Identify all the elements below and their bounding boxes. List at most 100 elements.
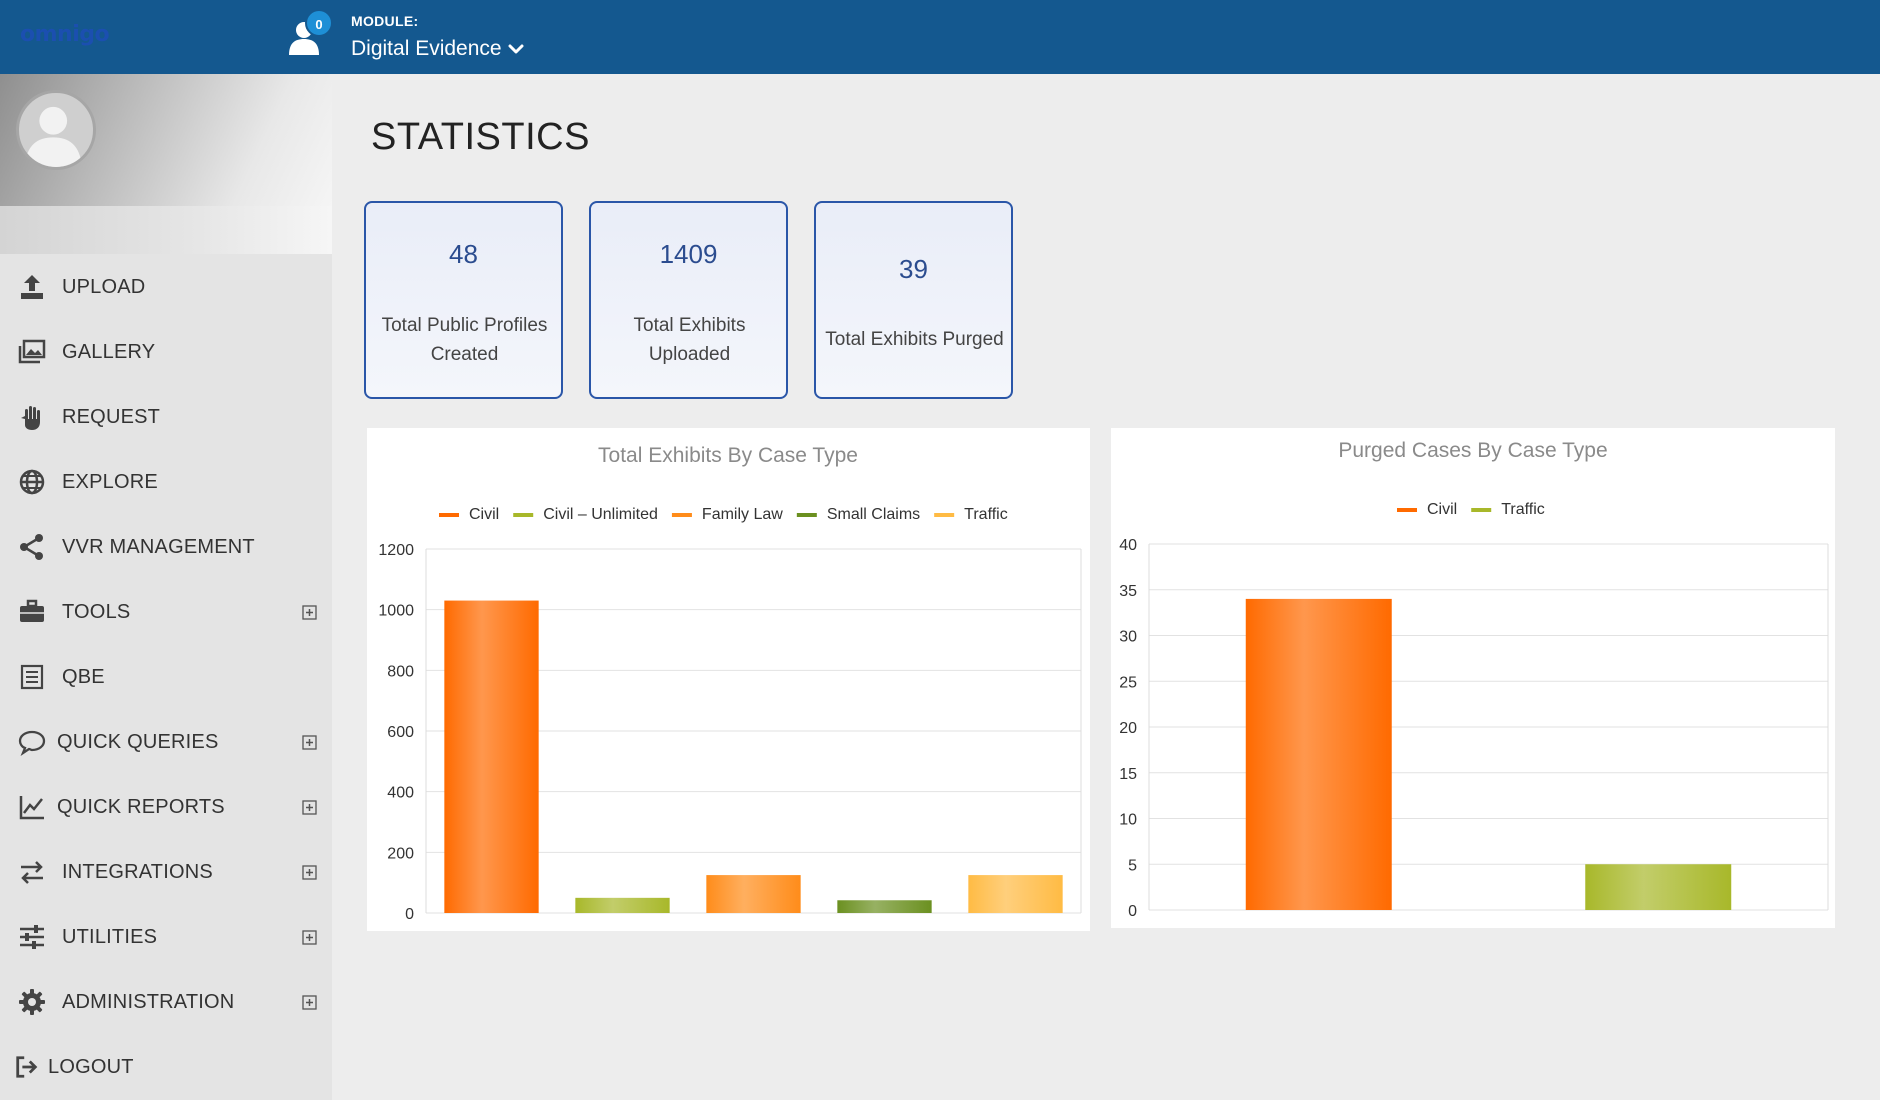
avatar[interactable] (16, 90, 96, 170)
top-bar: omnigo 0 MODULE: Digital Evidence (0, 0, 1880, 74)
bar-traffic (968, 875, 1063, 913)
profile-panel (0, 74, 332, 206)
sidebar-item-label: VVR MANAGEMENT (62, 536, 255, 558)
y-tick-label: 1200 (378, 542, 414, 559)
app-logo[interactable]: omnigo (20, 22, 110, 47)
legend-item: Civil – Unlimited (513, 506, 658, 523)
chart-title: Total Exhibits By Case Type (598, 444, 858, 467)
exchange-icon (21, 861, 43, 884)
briefcase-icon (20, 599, 44, 622)
sliders-icon (20, 925, 44, 949)
stat-label: Total Exhibits Purged (822, 325, 1007, 354)
legend-item: Civil (439, 506, 499, 523)
sidebar-item-label: LOGOUT (48, 1056, 134, 1078)
y-tick-label: 0 (405, 906, 414, 923)
legend-swatch (513, 513, 534, 517)
hand-icon (21, 406, 40, 430)
legend-item: Civil (1397, 501, 1457, 518)
y-tick-label: 25 (1119, 674, 1137, 691)
profile-name-strip (0, 206, 332, 254)
legend-label: Small Claims (827, 506, 920, 523)
legend-label: Traffic (1501, 501, 1545, 518)
module-value: Digital Evidence (351, 37, 502, 60)
bar-family-law (706, 875, 801, 913)
sidebar-nav: UPLOAD GALLERY REQUEST (0, 254, 332, 1099)
sidebar-item-qbe[interactable]: QBE (0, 644, 332, 709)
sidebar-item-label: UTILITIES (62, 926, 158, 948)
sidebar-item-label: TOOLS (62, 601, 131, 623)
legend-label: Traffic (964, 506, 1008, 523)
gear-icon (19, 989, 45, 1015)
y-tick-label: 15 (1119, 766, 1137, 783)
bar-civil (444, 600, 539, 913)
stat-value: 39 (899, 254, 928, 284)
sidebar-item-logout[interactable]: LOGOUT (0, 1034, 332, 1099)
comment-icon (18, 730, 46, 756)
legend-item: Traffic (1471, 501, 1545, 518)
sidebar-item-upload[interactable]: UPLOAD (0, 254, 332, 319)
sidebar-item-label: ADMINISTRATION (62, 991, 235, 1013)
stat-label-line: Uploaded (648, 344, 731, 365)
legend-label: Civil (1427, 501, 1457, 518)
legend-item: Small Claims (796, 506, 920, 523)
sidebar-item-administration[interactable]: ADMINISTRATION (0, 969, 332, 1034)
module-dropdown[interactable]: Digital Evidence (351, 37, 524, 61)
legend-swatch (1397, 508, 1417, 512)
sidebar-item-utilities[interactable]: UTILITIES (0, 904, 332, 969)
bar-civil (1245, 598, 1392, 910)
y-tick-label: 0 (1128, 903, 1137, 920)
plus-square-icon[interactable] (302, 865, 317, 880)
sidebar-item-label: QUICK QUERIES (57, 731, 219, 753)
gallery-icon (18, 339, 46, 364)
module-caption: MODULE: (351, 13, 419, 29)
y-tick-label: 40 (1119, 537, 1137, 554)
plus-square-icon[interactable] (302, 930, 317, 945)
sidebar-item-vvr-management[interactable]: VVR MANAGEMENT (0, 514, 332, 579)
y-tick-label: 600 (387, 724, 414, 741)
legend-label: Civil (469, 506, 499, 523)
stat-label-line: Created (430, 344, 499, 365)
y-tick-label: 200 (387, 845, 414, 862)
y-tick-label: 400 (387, 785, 414, 802)
legend-swatch (796, 513, 817, 517)
bar-traffic (1585, 864, 1732, 910)
sidebar-item-explore[interactable]: EXPLORE (0, 449, 332, 514)
sidebar-item-request[interactable]: REQUEST (0, 384, 332, 449)
sidebar-item-label: UPLOAD (62, 276, 146, 298)
stat-card-exhibits-uploaded[interactable]: 1409 Total Exhibits Uploaded (589, 201, 788, 399)
stat-value: 48 (449, 239, 478, 269)
upload-icon (21, 275, 43, 299)
logout-icon (16, 1056, 38, 1078)
share-icon (20, 534, 43, 560)
bar-small-claims (837, 900, 932, 913)
user-silhouette-icon (24, 106, 82, 167)
sidebar-item-quick-queries[interactable]: QUICK QUERIES (0, 709, 332, 774)
chevron-down-icon (508, 44, 524, 54)
sidebar-item-label: REQUEST (62, 406, 161, 428)
sidebar-item-label: GALLERY (62, 341, 156, 363)
plus-square-icon[interactable] (302, 995, 317, 1010)
notification-badge[interactable]: 0 (305, 9, 333, 37)
plus-square-icon[interactable] (302, 800, 317, 815)
stat-value: 1409 (659, 239, 718, 269)
sidebar-item-label: EXPLORE (62, 471, 158, 493)
plus-square-icon[interactable] (302, 605, 317, 620)
sidebar-item-quick-reports[interactable]: QUICK REPORTS (0, 774, 332, 839)
stat-label-line: Total Public Profiles (381, 315, 548, 336)
bar-civil-unlimited (575, 897, 670, 913)
legend-label: Civil – Unlimited (543, 506, 658, 523)
sidebar-item-integrations[interactable]: INTEGRATIONS (0, 839, 332, 904)
stat-card-public-profiles[interactable]: 48 Total Public Profiles Created (364, 201, 563, 399)
plus-square-icon[interactable] (302, 735, 317, 750)
legend-swatch (439, 513, 459, 517)
stat-card-exhibits-purged[interactable]: 39 Total Exhibits Purged (814, 201, 1013, 399)
sidebar-item-label: INTEGRATIONS (62, 861, 213, 883)
chart-total-exhibits: Total Exhibits By Case Type Civil Civil – … (367, 428, 1090, 931)
y-tick-label: 35 (1119, 583, 1137, 600)
legend-label: Family Law (702, 506, 783, 523)
legend-swatch (1471, 508, 1492, 512)
list-icon (20, 664, 44, 690)
sidebar-item-label: QBE (62, 666, 105, 688)
sidebar-item-tools[interactable]: TOOLS (0, 579, 332, 644)
sidebar-item-gallery[interactable]: GALLERY (0, 319, 332, 384)
